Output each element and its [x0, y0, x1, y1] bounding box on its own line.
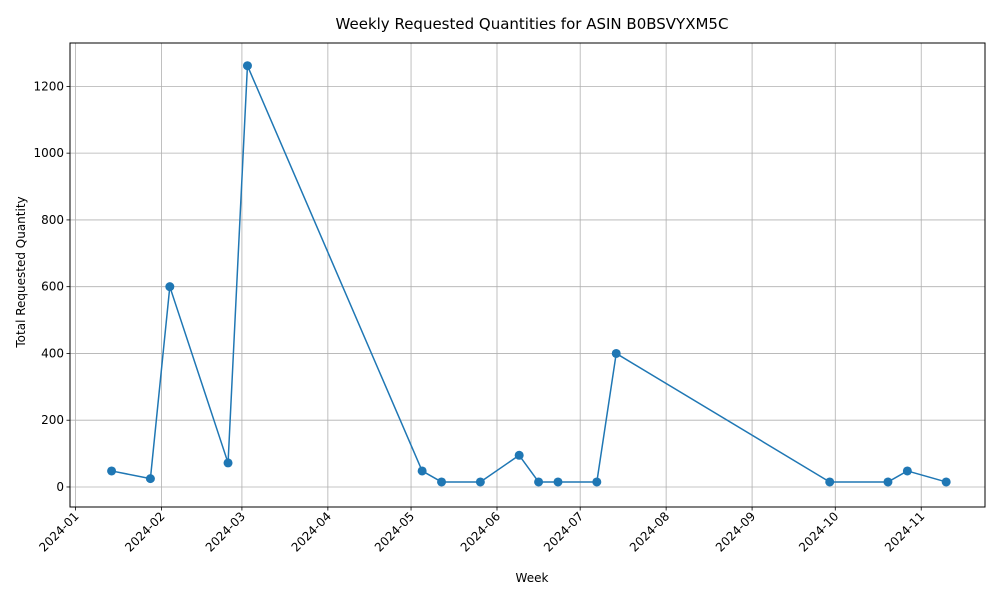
- grid: [70, 43, 985, 507]
- data-point: [475, 477, 485, 487]
- data-point: [534, 477, 544, 487]
- data-point: [883, 477, 893, 487]
- y-tick-label: 200: [41, 413, 64, 427]
- y-tick-label: 800: [41, 213, 64, 227]
- y-tick-label: 1200: [33, 79, 64, 93]
- chart-title: Weekly Requested Quantities for ASIN B0B…: [336, 15, 729, 33]
- y-tick-label: 600: [41, 280, 64, 294]
- data-point: [145, 474, 155, 484]
- y-tick-label: 0: [56, 480, 64, 494]
- data-point: [825, 477, 835, 487]
- y-tick-label: 400: [41, 346, 64, 360]
- data-point: [242, 61, 252, 71]
- y-tick-label: 1000: [33, 146, 64, 160]
- data-point: [107, 466, 117, 476]
- data-point: [941, 477, 951, 487]
- data-point: [223, 458, 233, 468]
- data-point: [165, 282, 175, 292]
- data-point: [553, 477, 563, 487]
- data-point: [902, 466, 912, 476]
- data-point: [514, 450, 524, 460]
- data-point: [611, 348, 621, 358]
- data-point: [592, 477, 602, 487]
- data-point: [437, 477, 447, 487]
- series-layer: [107, 61, 951, 487]
- data-point: [417, 466, 427, 476]
- plot-frame: [69, 42, 986, 508]
- x-axis-label: Week: [516, 571, 549, 585]
- y-axis-label: Total Requested Quantity: [14, 196, 28, 348]
